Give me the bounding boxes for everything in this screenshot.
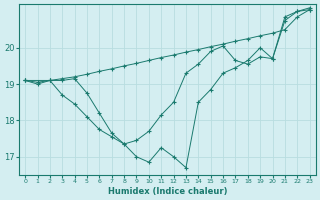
X-axis label: Humidex (Indice chaleur): Humidex (Indice chaleur) [108, 187, 227, 196]
